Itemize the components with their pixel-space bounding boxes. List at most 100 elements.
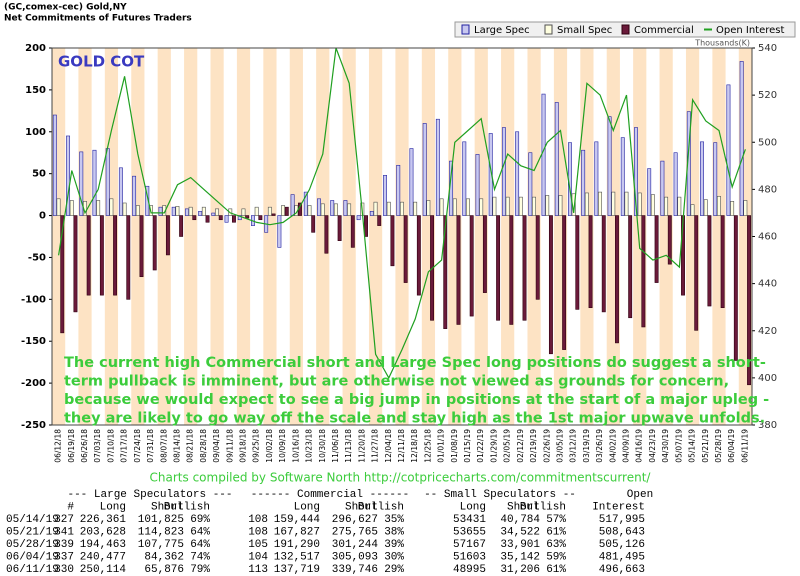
table-cell: 61% (546, 526, 566, 538)
bar (452, 198, 457, 216)
bar (667, 215, 672, 265)
bar (594, 141, 599, 216)
chart-title: (GC,comex-cec) Gold,NY (4, 3, 127, 13)
table-cell: 339 (54, 539, 74, 551)
bar (664, 196, 669, 216)
bar (158, 206, 163, 216)
x-tick-label: 07/31/18 (146, 429, 155, 463)
bar (324, 215, 329, 254)
bar (184, 208, 189, 216)
stripe (157, 48, 171, 425)
bar (650, 194, 655, 216)
x-tick-label: 07/10/18 (106, 429, 115, 463)
table-header: Long (294, 501, 320, 513)
annotation: because we would expect to see a big jum… (64, 392, 769, 408)
x-tick-label: 07/17/18 (120, 429, 129, 463)
bar (399, 201, 404, 216)
x-tick-label: 01/15/19 (463, 429, 472, 463)
table-cell: 101,825 (138, 514, 184, 526)
bar (607, 116, 612, 216)
stripe (104, 48, 119, 425)
bar (307, 205, 312, 216)
table-cell: 137,719 (274, 564, 320, 576)
bar (317, 198, 321, 216)
bar (690, 204, 695, 216)
x-tick-label: 05/21/19 (701, 429, 710, 463)
table-cell: 194,463 (80, 539, 126, 551)
bar (60, 215, 65, 334)
x-tick-label: 04/30/19 (661, 429, 670, 463)
x-tick-label: 04/09/19 (622, 429, 631, 463)
y-tick-label: -200 (21, 378, 46, 389)
bar (562, 215, 567, 350)
bar (73, 215, 78, 313)
bar (198, 211, 203, 216)
bar (105, 148, 110, 216)
x-tick-label: 05/28/19 (714, 429, 723, 463)
stripe (131, 48, 145, 425)
bar (515, 131, 520, 216)
y2-tick-label: 380 (758, 420, 777, 431)
bar (290, 194, 295, 216)
bar (518, 196, 523, 216)
bar (79, 151, 84, 216)
x-tick-label: 09/04/18 (212, 429, 221, 463)
bar (703, 199, 708, 216)
y-tick-label: -50 (28, 252, 46, 263)
x-tick-label: 06/04/19 (727, 429, 736, 463)
y2-tick-label: 400 (758, 373, 777, 384)
bar (713, 142, 718, 216)
table-header: Long (100, 501, 126, 513)
legend-label: Open Interest (716, 25, 785, 36)
x-tick-label: 04/16/19 (635, 429, 644, 463)
y-tick-label: 200 (25, 43, 46, 54)
table-cell: 327 (54, 514, 74, 526)
bar (135, 205, 140, 216)
bar (347, 203, 352, 216)
y2-tick-label: 520 (758, 90, 777, 101)
bar (303, 191, 308, 216)
x-tick-label: 10/09/18 (278, 429, 287, 463)
bar (126, 215, 131, 300)
bar (575, 215, 580, 310)
bar (654, 215, 659, 283)
table-cell: 74% (190, 551, 210, 563)
table-header: Short (345, 501, 378, 513)
bar (624, 191, 629, 216)
x-tick-label: 08/28/18 (199, 429, 208, 463)
table-cell: 05/21/19 (6, 526, 59, 538)
bar (548, 215, 553, 355)
stripe (184, 48, 198, 425)
x-tick-label: 11/13/18 (344, 429, 353, 463)
bar (496, 215, 501, 321)
y2-tick-label: 480 (758, 184, 777, 195)
table-cell: 167,827 (274, 526, 320, 538)
bar (601, 215, 606, 313)
x-tick-label: 04/23/19 (648, 429, 657, 463)
table-cell: 35% (384, 514, 404, 526)
table-cell: 38% (384, 526, 404, 538)
credits: Charts compiled by Software North http:/… (150, 471, 652, 485)
bar (215, 208, 219, 216)
bar (267, 206, 272, 216)
table-cell: 104 (248, 551, 268, 563)
bar (700, 141, 704, 216)
bar (677, 196, 682, 216)
y-tick-label: 0 (39, 211, 46, 222)
table-header: Interest (592, 501, 645, 513)
bar (403, 215, 408, 283)
bar (364, 215, 368, 237)
y-tick-label: 50 (32, 169, 46, 180)
bar (456, 215, 461, 325)
bar (501, 127, 506, 216)
legend-label: Large Spec (474, 25, 530, 36)
bar (96, 200, 101, 216)
table-cell: 35,142 (500, 551, 540, 563)
bar (205, 215, 210, 223)
y2-tick-label: 420 (758, 326, 777, 337)
annotation: term pullback is imminent, but are other… (64, 374, 729, 390)
x-tick-label: 08/21/18 (186, 429, 195, 463)
y2-tick-label: 540 (758, 43, 777, 54)
bar (281, 205, 286, 216)
table-cell: 05/28/19 (6, 539, 59, 551)
